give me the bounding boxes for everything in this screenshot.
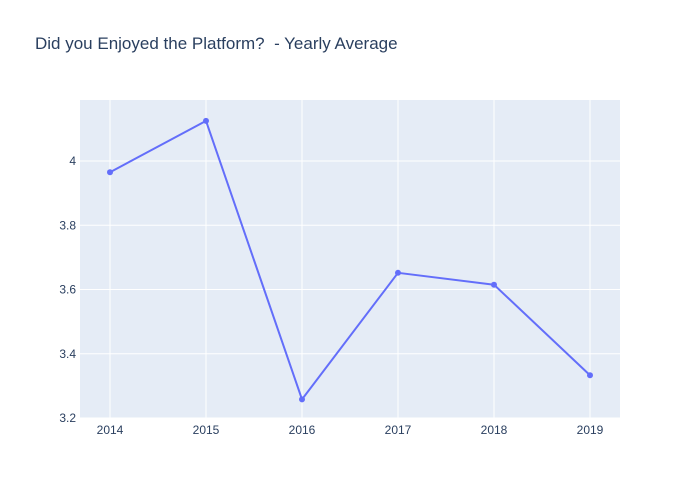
- series-group: [107, 117, 593, 403]
- x-tick-label: 2014: [97, 423, 124, 437]
- x-tick-label: 2018: [481, 423, 508, 437]
- series-line: [109, 119, 591, 401]
- data-point[interactable]: [203, 117, 209, 124]
- data-point[interactable]: [395, 269, 401, 276]
- data-point[interactable]: [299, 396, 305, 403]
- y-tick-labels: 3.2 3.4 3.6 3.8 4: [59, 154, 76, 425]
- chart-title: Did you Enjoyed the Platform? - Yearly A…: [35, 34, 398, 53]
- x-gridlines: [109, 100, 591, 418]
- data-point[interactable]: [107, 169, 113, 176]
- y-tick-label: 3.6: [59, 283, 76, 297]
- x-tick-labels: 2014 2015 2016 2017 2018 2019: [97, 423, 604, 437]
- y-tick-label: 3.4: [59, 347, 76, 361]
- x-tick-label: 2015: [193, 423, 220, 437]
- y-tick-label: 3.8: [59, 218, 76, 232]
- x-tick-label: 2016: [289, 423, 316, 437]
- x-tick-label: 2019: [577, 423, 604, 437]
- x-tick-label: 2017: [385, 423, 412, 437]
- data-point[interactable]: [491, 281, 497, 288]
- y-tick-label: 4: [69, 154, 76, 168]
- data-point[interactable]: [587, 372, 593, 379]
- plot-area: [80, 100, 620, 418]
- y-tick-label: 3.2: [59, 411, 76, 425]
- y-gridlines: [80, 160, 620, 419]
